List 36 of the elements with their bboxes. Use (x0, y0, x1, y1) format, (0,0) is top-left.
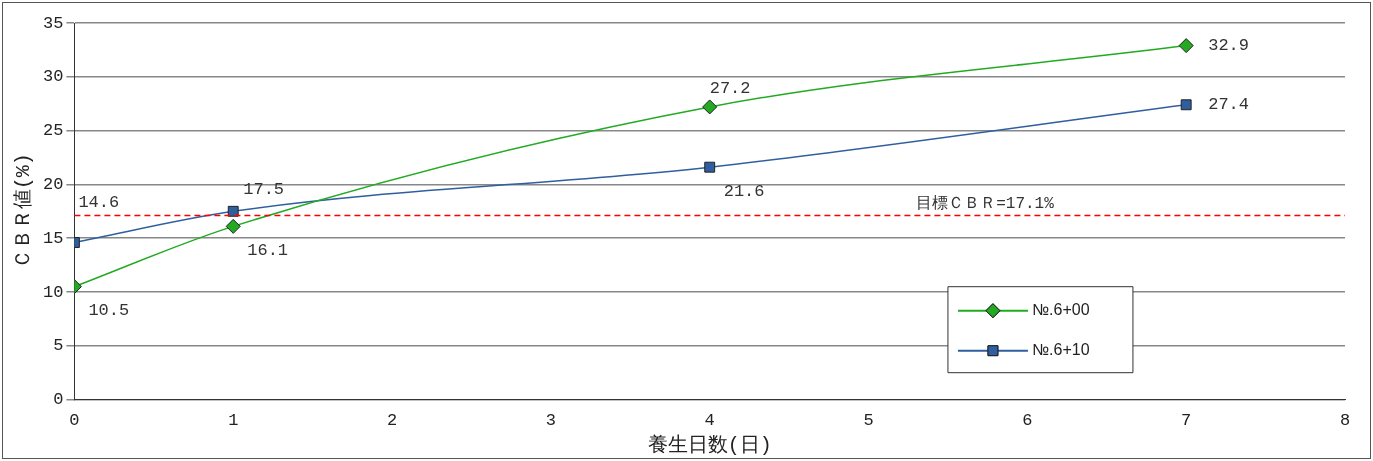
data-label: 27.4 (1208, 95, 1249, 115)
x-tick-label: 5 (863, 411, 874, 431)
y-tick-label: 25 (43, 121, 64, 141)
x-tick-label: 3 (545, 411, 556, 431)
legend-label: №.6+00 (1031, 301, 1090, 319)
data-label: 27.2 (709, 79, 751, 99)
point (227, 205, 239, 217)
data-label: 21.6 (723, 181, 765, 201)
y-tick-label: 20 (43, 174, 64, 194)
point (702, 99, 718, 115)
ref-line-label: 目標ＣＢＲ=17.1% (916, 193, 1055, 213)
data-label: 14.6 (78, 193, 120, 212)
x-tick-label: 4 (704, 411, 715, 431)
y-tick-label: 5 (53, 336, 64, 356)
x-tick-label: 0 (69, 411, 80, 431)
x-tick-label: 6 (1022, 411, 1033, 431)
y-tick-label: 35 (43, 13, 64, 33)
x-tick-label: 8 (1339, 411, 1351, 431)
y-tick-label: 10 (43, 282, 64, 302)
point (225, 218, 241, 234)
y-tick-label: 30 (43, 67, 64, 87)
y-tick-label: 15 (43, 228, 64, 248)
data-label: 32.9 (1208, 36, 1249, 56)
point (704, 161, 716, 173)
data-label: 16.1 (247, 240, 289, 260)
x-tick-label: 7 (1181, 411, 1192, 431)
legend-label: №.6+10 (1031, 341, 1090, 359)
y-axis-title: ＣＢＲ値(%) (12, 153, 36, 270)
y-tick-label: 0 (53, 390, 64, 410)
x-axis-title: 養生日数(日) (647, 434, 772, 458)
point (1178, 38, 1194, 54)
data-label: 17.5 (243, 179, 285, 199)
data-label: 10.5 (88, 301, 130, 321)
point (1180, 99, 1192, 111)
x-tick-label: 2 (386, 411, 398, 431)
x-tick-label: 1 (228, 411, 239, 431)
